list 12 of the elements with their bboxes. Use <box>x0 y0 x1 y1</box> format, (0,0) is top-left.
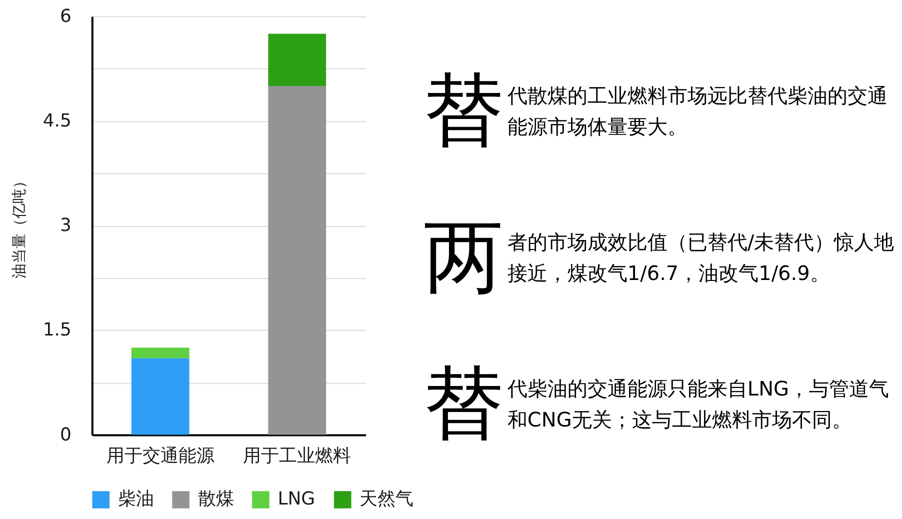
legend-label: 柴油 <box>118 488 154 510</box>
y-tick-label: 1.5 <box>42 320 72 341</box>
y-tick-label: 0 <box>60 424 72 446</box>
y-tick-label: 3 <box>60 215 72 236</box>
y-tick-label: 4.5 <box>42 110 72 132</box>
x-tick-label: 用于交通能源 <box>106 445 214 466</box>
legend-label: LNG <box>278 488 316 510</box>
legend-label: 散煤 <box>198 488 234 510</box>
y-axis-title: 油当量（亿吨） <box>10 174 28 279</box>
legend-label: 天然气 <box>360 488 414 510</box>
y-tick-label: 6 <box>60 6 72 27</box>
x-tick-label: 用于工业燃料 <box>243 445 352 466</box>
